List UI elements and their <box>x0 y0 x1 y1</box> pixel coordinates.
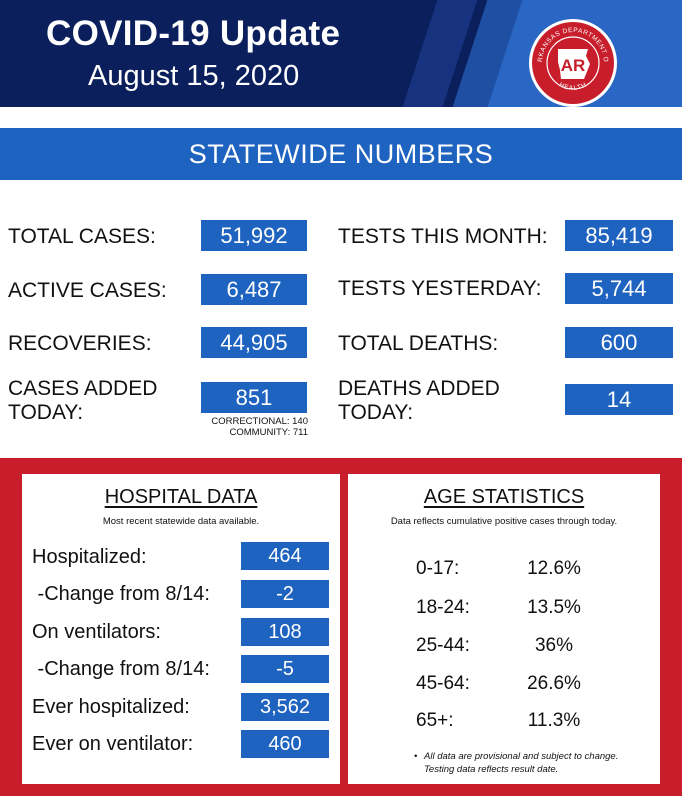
age-group-label: 65+: <box>416 710 454 731</box>
svg-text:HEALTH: HEALTH <box>558 81 588 92</box>
hospital-data-title: HOSPITAL DATA <box>104 486 258 508</box>
tests-month-label: TESTS THIS MONTH: <box>338 225 548 248</box>
header-banner: COVID-19 Update August 15, 2020 ARKANSAS… <box>0 0 682 107</box>
hospital-data-subtitle: Most recent statewide data available. <box>102 516 260 527</box>
hospitalized-value: 464 <box>241 542 329 570</box>
community-note: COMMUNITY: 711 <box>229 427 308 438</box>
ventilators-value: 108 <box>241 618 329 646</box>
ventilators-change-label: -Change from 8/14: <box>32 658 210 680</box>
ever-ventilator-label: Ever on ventilator: <box>32 733 194 755</box>
correctional-note: CORRECTIONAL: 140 <box>211 416 308 427</box>
footnote-line1: All data are provisional and subject to … <box>424 751 619 762</box>
tests-month-value: 85,419 <box>565 220 673 251</box>
hospital-data-panel: HOSPITAL DATA Most recent statewide data… <box>22 474 340 784</box>
recoveries-label: RECOVERIES: <box>8 332 152 355</box>
active-cases-value: 6,487 <box>201 274 307 305</box>
cases-added-value: 851 <box>201 382 307 413</box>
active-cases-label: ACTIVE CASES: <box>8 279 167 302</box>
age-group-label: 18-24: <box>416 597 470 618</box>
footnote: • All data are provisional and subject t… <box>414 750 619 776</box>
cases-added-label-line1: CASES ADDED <box>8 377 158 400</box>
age-statistics-subtitle: Data reflects cumulative positive cases … <box>390 516 618 527</box>
total-deaths-value: 600 <box>565 327 673 358</box>
hospitalized-change-value: -2 <box>241 580 329 608</box>
seal-bottom-text: HEALTH <box>558 81 588 92</box>
seal-monogram: AR <box>561 56 586 75</box>
total-deaths-label: TOTAL DEATHS: <box>338 332 499 355</box>
age-statistics-title: AGE STATISTICS <box>423 486 585 508</box>
deaths-added-label-line2: TODAY: <box>338 401 414 424</box>
tests-yesterday-value: 5,744 <box>565 273 673 304</box>
bullet-icon: • <box>414 751 418 762</box>
age-group-value: 11.3% <box>527 710 581 731</box>
total-cases-label: TOTAL CASES: <box>8 225 156 248</box>
recoveries-value: 44,905 <box>201 327 307 358</box>
total-cases-value: 51,992 <box>201 220 307 251</box>
health-department-seal-icon: ARKANSAS DEPARTMENT OF HEALTH AR <box>528 18 617 107</box>
age-group-value: 26.6% <box>527 673 581 694</box>
ever-hospitalized-value: 3,562 <box>241 693 329 721</box>
age-group-label: 0-17: <box>416 558 460 579</box>
deaths-added-value: 14 <box>565 384 673 415</box>
age-group-label: 25-44: <box>416 635 470 656</box>
age-group-value: 13.5% <box>527 597 581 618</box>
cases-added-label-line2: TODAY: <box>8 401 84 424</box>
page-date: August 15, 2020 <box>88 60 300 92</box>
ventilators-change-value: -5 <box>241 655 329 683</box>
tests-yesterday-label: TESTS YESTERDAY: <box>338 277 542 300</box>
hospitalized-change-label: -Change from 8/14: <box>32 583 210 605</box>
ever-hospitalized-label: Ever hospitalized: <box>32 696 190 718</box>
ever-ventilator-value: 460 <box>241 730 329 758</box>
deaths-added-label-line1: DEATHS ADDED <box>338 377 500 400</box>
age-group-value: 36% <box>534 635 574 656</box>
age-statistics-panel: AGE STATISTICS Data reflects cumulative … <box>348 474 660 784</box>
ventilators-label: On ventilators: <box>32 621 161 643</box>
footnote-line2: Testing data reflects result date. <box>424 764 559 775</box>
age-group-label: 45-64: <box>416 673 470 694</box>
statewide-banner: STATEWIDE NUMBERS <box>0 128 682 180</box>
age-group-value: 12.6% <box>527 558 581 579</box>
page-title: COVID-19 Update <box>46 14 341 53</box>
hospitalized-label: Hospitalized: <box>32 546 147 568</box>
